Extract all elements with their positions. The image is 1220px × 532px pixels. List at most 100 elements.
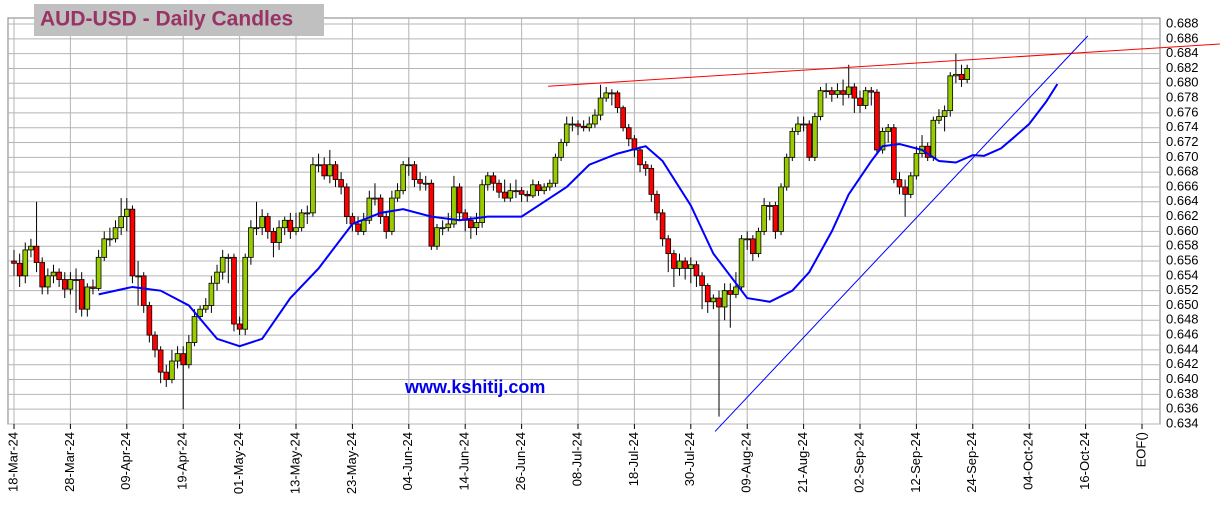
candle-body [671,253,677,269]
candle-body [699,275,705,286]
candle-body [45,275,51,288]
trend-line [548,43,1220,87]
x-tick-label: 08-Jul-24 [569,432,584,486]
candle-body [682,260,688,269]
y-tick-label: 0.648 [1166,312,1199,327]
candle-body [276,227,282,243]
candle-body [902,186,908,195]
candle-body [761,205,767,232]
candle-body [327,164,333,177]
candle-body [186,342,192,366]
candle-body [439,227,446,230]
candle-body [738,238,745,288]
y-tick-label: 0.644 [1166,341,1199,356]
candle-body [140,275,147,306]
candle-body [90,286,96,289]
candle-body [315,164,322,167]
candle-body [400,164,406,192]
candle-body [281,219,288,229]
candle-body [727,290,734,295]
candle-body [33,245,40,263]
candle-body [541,186,547,192]
y-tick-label: 0.670 [1166,149,1199,164]
candle-body [716,297,722,308]
x-tick-label: 16-Oct-24 [1077,432,1092,490]
candle-body [293,227,299,232]
candle-body [50,271,57,277]
candle-body [806,123,813,158]
moving-average-line [98,83,1059,348]
candle-body [885,127,891,132]
candle-body [39,262,45,288]
candle-body [530,184,536,197]
candle-body [609,92,615,95]
candle-body [107,238,113,241]
candle-body [242,256,249,330]
candle-body [535,184,542,192]
candle-body [202,305,209,310]
candle-body [405,164,412,167]
candle-body [22,249,29,277]
candle-body [648,168,655,195]
candle-body [248,227,254,258]
candle-body [823,90,829,93]
y-tick-label: 0.682 [1166,60,1199,75]
candle-body [930,119,937,158]
candle-body [434,227,440,247]
candle-body [270,231,277,243]
y-tick-label: 0.646 [1166,327,1199,342]
candle-body [61,279,68,290]
candle-body [146,305,153,336]
candle-body [411,164,418,180]
candle-body [693,264,700,277]
candle-body [101,238,108,258]
candle-body [304,212,311,215]
y-tick-label: 0.686 [1166,30,1199,45]
y-tick-label: 0.688 [1166,15,1199,30]
candle-body [253,227,260,230]
candle-body [56,271,62,280]
y-tick-label: 0.666 [1166,178,1199,193]
candle-body [343,186,350,217]
x-tick-label: 13-May-24 [287,432,302,494]
candle-body [377,197,384,217]
candle-body [445,223,452,229]
candle-body [124,208,130,217]
candle-body [795,123,801,132]
candle-body [422,182,429,185]
x-tick-label: 04-Jun-24 [400,432,415,491]
candle-body [389,197,395,232]
candle-body [874,91,880,151]
candle-body [259,216,265,229]
candle-body [95,256,102,289]
candle-body [73,279,79,281]
y-tick-label: 0.658 [1166,238,1199,253]
candle-body [479,184,485,223]
candle-body [772,205,779,232]
candle-body [191,316,198,343]
candle-body [152,334,158,351]
candle-body [264,216,271,232]
candle-body [157,349,164,373]
candle-body [451,186,457,225]
y-tick-label: 0.638 [1166,386,1199,401]
candle-body [372,197,378,200]
candle-body [580,125,587,129]
candle-body [958,73,965,80]
x-tick-label: 01-May-24 [231,432,246,494]
candle-body [907,175,914,195]
candle-body [778,186,784,232]
y-tick-label: 0.674 [1166,119,1199,134]
y-tick-label: 0.662 [1166,208,1199,223]
candle-body [834,90,841,95]
candle-body [941,110,948,117]
candle-body [840,90,846,95]
y-tick-label: 0.654 [1166,267,1199,282]
candle-body [575,123,581,127]
candle-body [225,256,232,259]
candle-body [845,86,852,95]
candle-body [231,256,237,325]
candle-body [518,190,525,195]
y-tick-label: 0.656 [1166,252,1199,267]
x-tick-label: 19-Apr-24 [175,432,190,490]
